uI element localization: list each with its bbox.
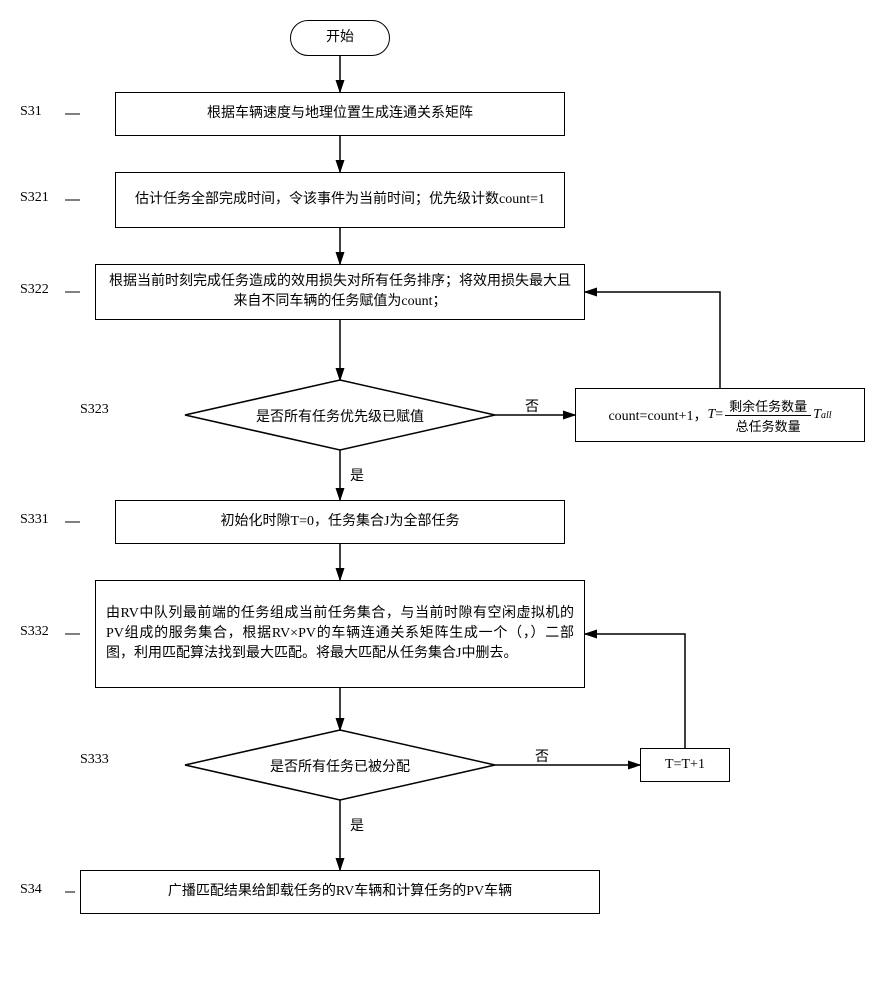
s323-no: 否 [525, 396, 539, 416]
count-T: T [707, 407, 715, 423]
tag-s333: S333 [80, 752, 109, 768]
count-prefix: count=count+1， [608, 405, 707, 425]
s332-text: 由RV中队列最前端的任务组成当前任务集合，与当前时隙有空闲虚拟机的PV组成的服务… [106, 604, 574, 665]
start-label: 开始 [326, 28, 354, 48]
start-terminator: 开始 [290, 20, 390, 56]
count-fraction: 剩余任务数量 总任务数量 [725, 396, 811, 435]
tag-s321: S321 [20, 190, 49, 206]
s333-no: 否 [535, 746, 549, 766]
s31-text: 根据车辆速度与地理位置生成连通关系矩阵 [207, 104, 473, 124]
count-suffix-sub: all [821, 410, 832, 421]
s34-text: 广播匹配结果给卸载任务的RV车辆和计算任务的PV车辆 [168, 882, 512, 902]
s322-text: 根据当前时刻完成任务造成的效用损失对所有任务排序；将效用损失最大且来自不同车辆的… [106, 272, 574, 313]
tag-s31: S31 [20, 104, 42, 120]
count-suffix-T: T [813, 407, 821, 423]
s321-text: 估计任务全部完成时间，令该事件为当前时间；优先级计数count=1 [135, 190, 545, 210]
step-s34: 广播匹配结果给卸载任务的RV车辆和计算任务的PV车辆 [80, 870, 600, 914]
step-s321: 估计任务全部完成时间，令该事件为当前时间；优先级计数count=1 [115, 172, 565, 228]
count-update-box: count=count+1， T = 剩余任务数量 总任务数量 T all [575, 388, 865, 442]
tag-s322: S322 [20, 282, 49, 298]
s333-yes: 是 [350, 815, 364, 835]
t-inc-box: T=T+1 [640, 748, 730, 782]
t-inc-text: T=T+1 [665, 757, 705, 773]
tag-s323: S323 [80, 402, 109, 418]
tag-s34: S34 [20, 882, 42, 898]
tag-s331: S331 [20, 512, 49, 528]
tag-s332: S332 [20, 624, 49, 640]
frac-den: 总任务数量 [725, 416, 811, 435]
frac-num: 剩余任务数量 [725, 396, 811, 416]
flowchart-canvas: 开始 S31 根据车辆速度与地理位置生成连通关系矩阵 S321 估计任务全部完成… [20, 20, 867, 980]
s333-text: 是否所有任务已被分配 [210, 756, 470, 776]
s331-text: 初始化时隙T=0，任务集合J为全部任务 [221, 512, 460, 532]
step-s331: 初始化时隙T=0，任务集合J为全部任务 [115, 500, 565, 544]
count-eq: = [715, 407, 723, 423]
step-s332: 由RV中队列最前端的任务组成当前任务集合，与当前时隙有空闲虚拟机的PV组成的服务… [95, 580, 585, 688]
s323-text: 是否所有任务优先级已赋值 [210, 406, 470, 426]
step-s322: 根据当前时刻完成任务造成的效用损失对所有任务排序；将效用损失最大且来自不同车辆的… [95, 264, 585, 320]
s323-yes: 是 [350, 465, 364, 485]
step-s31: 根据车辆速度与地理位置生成连通关系矩阵 [115, 92, 565, 136]
